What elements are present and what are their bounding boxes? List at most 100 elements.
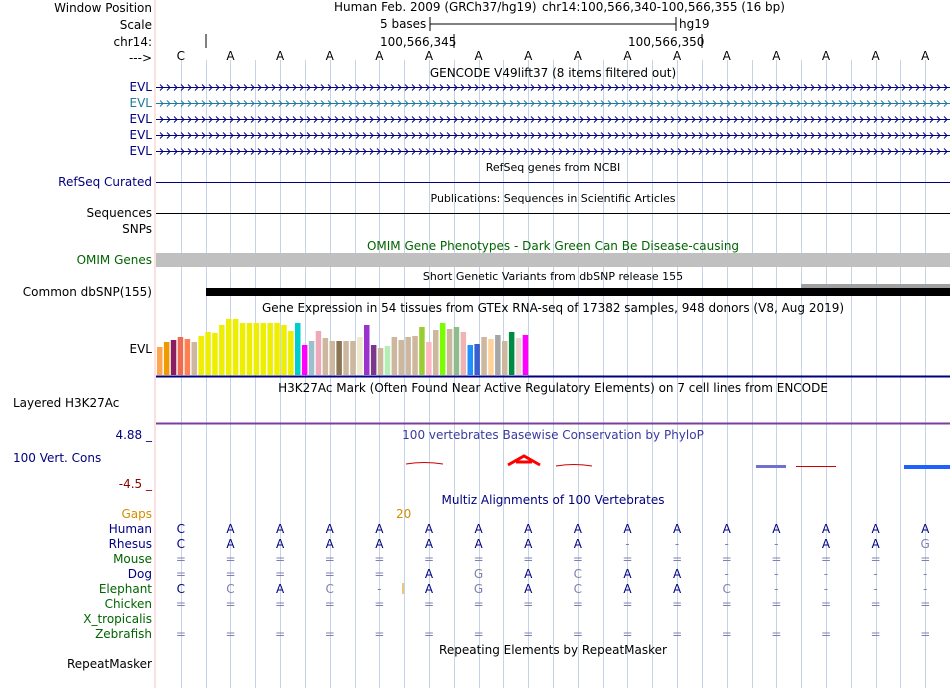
gtex-tissue-bar[interactable] [488, 339, 494, 375]
gtex-tissue-bar[interactable] [522, 335, 529, 375]
alignment-base: A [325, 522, 334, 536]
species-label[interactable]: Dog [127, 567, 152, 581]
gtex-tissue-bar[interactable] [502, 341, 508, 375]
gtex-tissue-bar[interactable] [205, 332, 211, 375]
gencode-row-label[interactable]: EVL [129, 96, 152, 110]
gtex-tissue-bar[interactable] [301, 345, 308, 375]
alignment-base: = [771, 627, 782, 641]
alignment-base: A [921, 522, 930, 536]
gtex-tissue-bar[interactable] [474, 344, 480, 375]
cons-wiggle[interactable] [156, 0, 950, 480]
gtex-tissue-bar[interactable] [419, 327, 425, 375]
gtex-tissue-bar[interactable] [274, 323, 280, 375]
gtex-tissue-bar[interactable] [329, 341, 336, 375]
gtex-tissue-bar[interactable] [377, 348, 384, 375]
gtex-tissue-bar[interactable] [239, 323, 246, 375]
gtex-tissue-bar[interactable] [426, 342, 432, 375]
gtex-tissue-bar[interactable] [398, 340, 405, 375]
gtex-tissue-bar[interactable] [439, 323, 446, 375]
alignment-base: = [920, 552, 931, 566]
gtex-tissue-bar[interactable] [460, 332, 467, 375]
gtex-tissue-bar[interactable] [446, 329, 453, 375]
species-label[interactable]: Chicken [104, 597, 152, 611]
refseq-track-label[interactable]: RefSeq Curated [58, 175, 152, 189]
alignment-base: C [176, 522, 185, 536]
gtex-tissue-bar[interactable] [515, 338, 522, 375]
gencode-row-label[interactable]: EVL [129, 80, 152, 94]
gtex-tissue-bar[interactable] [412, 336, 418, 375]
alignment-base: A [424, 582, 434, 596]
h3k27ac-track-label[interactable]: Layered H3K27Ac [13, 396, 120, 410]
gencode-row-label[interactable]: EVL [129, 144, 152, 158]
gtex-tissue-bar[interactable] [288, 331, 294, 375]
rmsk-track-label[interactable]: RepeatMasker [66, 657, 152, 671]
gtex-tissue-bar[interactable] [281, 325, 287, 375]
browser-image[interactable]: Human Feb. 2009 (GRCh37/hg19) chr14:100,… [156, 0, 950, 688]
gtex-tissue-bar[interactable] [219, 325, 225, 375]
gtex-tissue-bar[interactable] [198, 336, 204, 375]
species-label[interactable]: Zebrafish [95, 627, 152, 641]
gtex-tissue-bar[interactable] [364, 325, 370, 375]
gtex-tissue-bar[interactable] [336, 341, 342, 375]
gtex-tissue-bar[interactable] [253, 323, 260, 375]
gtex-tissue-bar[interactable] [260, 323, 267, 375]
h3k27ac-signal[interactable] [156, 0, 950, 430]
gtex-tissue-bar[interactable] [226, 319, 232, 375]
gencode-row-label[interactable]: EVL [129, 112, 152, 126]
omim-feature-bar[interactable] [156, 253, 950, 267]
alignment-base: - [774, 567, 779, 581]
base-letter: A [772, 49, 781, 63]
gtex-tissue-bar[interactable] [177, 337, 184, 375]
gtex-tissue-bar[interactable] [170, 340, 177, 375]
gtex-bar-chart[interactable] [156, 0, 950, 380]
refseq-line[interactable] [156, 0, 950, 200]
dbsnp-variant-bar[interactable] [206, 288, 950, 296]
gtex-tissue-bar[interactable] [191, 342, 198, 375]
gtex-tissue-bar[interactable] [391, 337, 398, 375]
gtex-tissue-bar[interactable] [350, 341, 356, 375]
gtex-tissue-bar[interactable] [308, 341, 315, 375]
cons-max-label: 4.88 _ [115, 428, 152, 442]
gtex-tissue-bar[interactable] [212, 333, 218, 375]
species-label[interactable]: Mouse [113, 552, 152, 566]
alignment-base: C [176, 582, 185, 596]
omim-track-label[interactable]: OMIM Genes [76, 253, 152, 267]
gtex-tissue-bar[interactable] [232, 319, 239, 375]
species-label[interactable]: X_tropicalis [83, 612, 152, 626]
alignment-base: = [324, 597, 335, 611]
pubs-line[interactable] [156, 0, 950, 220]
gtex-tissue-bar[interactable] [246, 323, 253, 375]
gtex-tissue-bar[interactable] [433, 330, 439, 375]
pubs-snps-label[interactable]: SNPs [122, 222, 152, 236]
species-label[interactable]: Elephant [98, 582, 152, 596]
gtex-tissue-bar[interactable] [481, 337, 487, 375]
gencode-transcripts[interactable] [156, 0, 950, 160]
dbsnp-track-label[interactable]: Common dbSNP(155) [22, 285, 152, 299]
gtex-tissue-bar[interactable] [343, 341, 349, 375]
cons-track-label[interactable]: 100 Vert. Cons [13, 451, 102, 465]
gtex-tissue-bar[interactable] [184, 339, 191, 375]
gtex-tissue-bar[interactable] [405, 337, 411, 375]
gtex-tissue-bar[interactable] [467, 345, 474, 375]
gtex-tissue-bar[interactable] [357, 337, 363, 375]
species-label[interactable]: Rhesus [108, 537, 152, 551]
gtex-tissue-bar[interactable] [384, 346, 391, 375]
base-letter: A [871, 49, 880, 63]
gtex-tissue-bar[interactable] [267, 323, 273, 375]
gtex-tissue-bar[interactable] [157, 347, 163, 375]
gtex-tissue-bar[interactable] [495, 335, 501, 375]
gtex-tissue-bar[interactable] [295, 323, 301, 375]
gencode-track-title: GENCODE V49lift37 (8 items filtered out) [429, 66, 677, 80]
gtex-tissue-bar[interactable] [322, 338, 329, 375]
alignment-base: = [721, 597, 732, 611]
alignment-base: = [672, 597, 683, 611]
gtex-tissue-bar[interactable] [508, 332, 515, 375]
species-label[interactable]: Human [108, 522, 152, 536]
gtex-track-label[interactable]: EVL [129, 342, 152, 356]
gtex-tissue-bar[interactable] [315, 331, 322, 375]
gtex-tissue-bar[interactable] [370, 345, 377, 375]
pubs-sequences-label[interactable]: Sequences [86, 206, 152, 220]
gencode-row-label[interactable]: EVL [129, 128, 152, 142]
gtex-tissue-bar[interactable] [453, 327, 460, 375]
gtex-tissue-bar[interactable] [163, 342, 170, 375]
